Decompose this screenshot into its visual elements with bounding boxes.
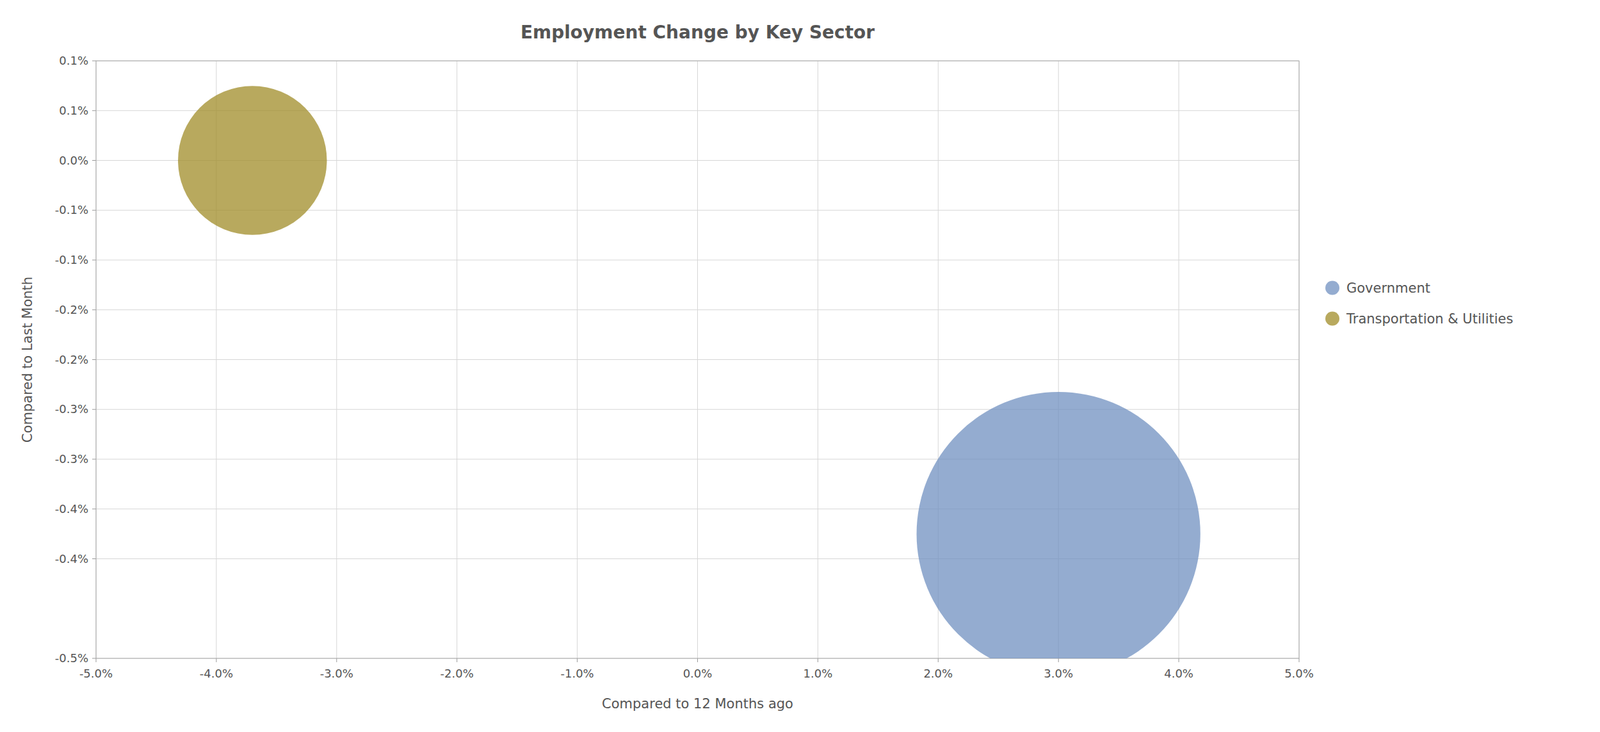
x-tick-label: -1.0% xyxy=(560,666,594,680)
legend: Government Transportation & Utilities xyxy=(1325,280,1513,327)
bubble xyxy=(177,85,327,235)
y-tick xyxy=(92,459,97,460)
y-tick-label: 0.1% xyxy=(58,103,89,118)
y-tick-label: -0.3% xyxy=(55,402,89,416)
y-tick xyxy=(92,60,97,62)
x-tick xyxy=(1178,658,1180,663)
y-axis-label: Compared to Last Month xyxy=(19,276,36,443)
x-tick xyxy=(937,658,939,663)
legend-label: Transportation & Utilities xyxy=(1345,311,1513,327)
y-tick-label: 0.0% xyxy=(58,153,89,168)
x-tick xyxy=(456,658,458,663)
y-tick-label: -0.4% xyxy=(55,501,89,516)
marks xyxy=(177,85,1201,659)
y-grid-line xyxy=(96,309,1300,310)
legend-marker xyxy=(1325,281,1340,296)
y-grid-line xyxy=(96,359,1300,360)
x-tick-label: 2.0% xyxy=(923,666,953,680)
x-tick xyxy=(336,658,337,663)
y-tick-label: -0.3% xyxy=(55,452,89,466)
legend-marker xyxy=(1325,311,1340,326)
y-tick xyxy=(92,409,97,410)
title: Employment Change by Key Sector xyxy=(520,21,875,43)
background xyxy=(0,0,1600,732)
y-tick xyxy=(92,658,97,659)
bubble xyxy=(916,391,1201,659)
x-tick-label: -5.0% xyxy=(79,666,113,680)
y-tick xyxy=(92,110,97,111)
x-axis-label: Compared to 12 Months ago xyxy=(601,695,794,712)
x-tick-label: 5.0% xyxy=(1284,666,1314,680)
y-tick-label: -0.1% xyxy=(55,252,89,267)
legend-label: Government xyxy=(1346,280,1431,296)
x-tick xyxy=(817,658,819,663)
chart: -5.0% -4.0% -3.0% -2.0% -1.0% 0.0% 1.0% 2.0% 3.0… xyxy=(0,0,1600,732)
y-tick xyxy=(92,359,97,360)
x-tick xyxy=(96,658,97,663)
x-tick-label: 3.0% xyxy=(1043,666,1074,680)
x-tick xyxy=(1058,658,1059,663)
x-tick-label: -4.0% xyxy=(199,666,234,680)
x-tick xyxy=(215,658,217,663)
x-tick-label: 1.0% xyxy=(803,666,833,680)
x-tick-label: 4.0% xyxy=(1163,666,1194,680)
x-tick-label: -2.0% xyxy=(440,666,474,680)
series xyxy=(177,85,327,235)
y-tick-label: -0.4% xyxy=(55,551,89,566)
x-tick-label: -3.0% xyxy=(320,666,354,680)
x-tick xyxy=(1299,658,1300,663)
y-tick-label: -0.2% xyxy=(55,352,89,367)
y-tick xyxy=(92,508,97,510)
y-tick-label: 0.1% xyxy=(58,53,89,68)
x-tick xyxy=(576,658,578,663)
y-tick xyxy=(92,259,97,261)
tick-labels: -5.0% -4.0% -3.0% -2.0% -1.0% 0.0% 1.0% 2.0% 3.0… xyxy=(55,53,1314,680)
y-tick xyxy=(92,160,97,161)
series xyxy=(916,391,1201,659)
y-tick xyxy=(92,309,97,310)
y-tick-label: -0.5% xyxy=(55,651,89,665)
y-grid-line xyxy=(96,259,1300,261)
x-tick-label: 0.0% xyxy=(683,666,713,680)
y-tick xyxy=(92,558,97,559)
x-tick xyxy=(697,658,698,663)
y-tick-label: -0.1% xyxy=(55,202,89,217)
y-tick xyxy=(92,210,97,211)
y-tick-label: -0.2% xyxy=(55,302,89,317)
